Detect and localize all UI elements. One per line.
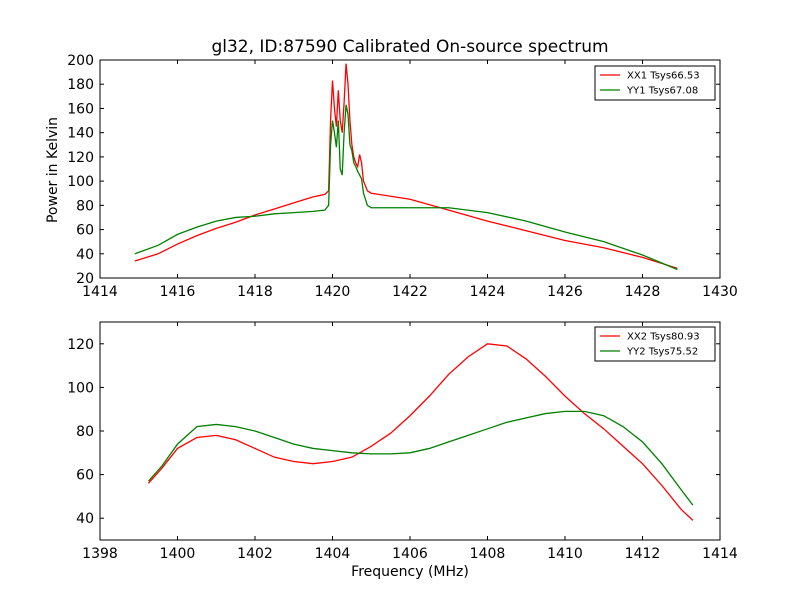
y-tick-label: 140	[67, 126, 94, 142]
bottom-plot-legend: XX2 Tsys80.93 YY2 Tsys75.52	[594, 326, 716, 362]
top-plot-series	[134, 63, 678, 271]
y-tick-label: 40	[76, 247, 94, 263]
y-tick-label: 120	[67, 337, 94, 353]
legend-entry: YY1 Tsys67.08	[626, 86, 698, 97]
top-plot-legend: XX1 Tsys66.53 YY1 Tsys67.08	[594, 65, 716, 101]
x-tick-label: 1424	[470, 284, 506, 300]
x-tick-label: 1414	[82, 284, 118, 300]
x-tick-label: 1402	[237, 546, 273, 562]
x-tick-label: 1422	[392, 284, 428, 300]
y-tick-label: 40	[76, 511, 94, 527]
bottom-plot-series	[147, 343, 694, 521]
y-tick-label: 120	[67, 150, 94, 166]
y-tick-label: 60	[76, 468, 94, 484]
y-tick-label: 100	[67, 174, 94, 190]
x-tick-label: 1416	[160, 284, 196, 300]
bottom-plot: 1398 1400 1402 1404 1406 1408 1410 1412 1414 40 6…	[67, 321, 738, 580]
legend-box	[594, 65, 716, 101]
x-tick-label: 1414	[702, 546, 738, 562]
x-tick-label: 1428	[625, 284, 661, 300]
y-tick-label: 20	[76, 271, 94, 287]
x-tick-label: 1418	[237, 284, 273, 300]
y-axis-label: Power in Kelvin	[45, 117, 61, 223]
y-tick-label: 160	[67, 101, 94, 117]
y-tick-label: 180	[67, 77, 94, 93]
x-tick-label: 1400	[160, 546, 196, 562]
legend-entry: XX2 Tsys80.93	[627, 332, 700, 343]
bottom-plot-x-ticks: 1398 1400 1402 1404 1406 1408 1410 1412 1414	[82, 322, 738, 562]
top-plot: gl32, ID:87590 Calibrated On-source spec…	[45, 37, 738, 300]
x-tick-label: 1420	[315, 284, 351, 300]
x-tick-label: 1412	[625, 546, 661, 562]
legend-entry: YY2 Tsys75.52	[626, 347, 698, 358]
bottom-plot-y-ticks: 40 60 80 100 120	[67, 337, 720, 527]
x-axis-label: Frequency (MHz)	[351, 564, 469, 580]
legend-entry: XX1 Tsys66.53	[627, 71, 700, 82]
y-tick-label: 100	[67, 380, 94, 396]
x-tick-label: 1410	[547, 546, 583, 562]
y-tick-label: 80	[76, 424, 94, 440]
legend-box	[594, 326, 716, 362]
top-plot-y-ticks: 20 40 60 80 100 120 140 160 180 200	[67, 53, 720, 287]
y-tick-label: 200	[67, 53, 94, 69]
y-tick-label: 60	[76, 223, 94, 239]
series-line-2	[134, 104, 678, 271]
top-plot-x-ticks: 1414 1416 1418 1420 1422 1424 1426 1428 1430	[82, 60, 738, 300]
chart-title: gl32, ID:87590 Calibrated On-source spec…	[211, 37, 608, 57]
x-tick-label: 1426	[547, 284, 583, 300]
series-line-1	[134, 63, 678, 269]
x-tick-label: 1408	[470, 546, 506, 562]
series-line-2	[147, 410, 694, 506]
x-tick-label: 1430	[702, 284, 738, 300]
x-tick-label: 1406	[392, 546, 428, 562]
y-tick-label: 80	[76, 198, 94, 214]
x-tick-label: 1404	[315, 546, 351, 562]
series-line-1	[147, 343, 694, 521]
x-tick-label: 1398	[82, 546, 118, 562]
